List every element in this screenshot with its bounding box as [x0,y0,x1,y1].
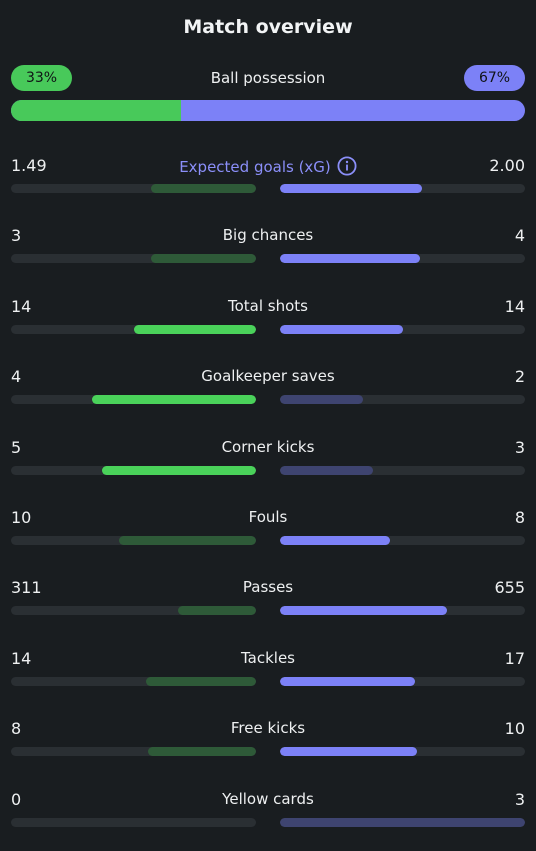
away-stat-value: 17 [504,649,525,668]
home-stat-value: 5 [11,438,22,457]
home-stat-bar [11,606,256,615]
ball-possession-label: Ball possession [210,69,326,87]
stat-name-label: Big chances [222,226,314,244]
home-stat-bar-fill [150,254,256,263]
home-stat-value: 14 [11,297,32,316]
home-stat-bar [11,254,256,263]
away-stat-bar-fill [280,606,447,615]
away-stat-bar-fill [280,184,423,193]
stat-name: Goalkeeper saves [11,367,525,385]
home-stat-value: 1.49 [11,156,47,175]
home-stat-bar-fill [148,747,256,756]
stat-name: Tackles [11,649,525,667]
stat-row: 5 Corner kicks 3 [11,438,525,478]
home-stat-value: 3 [11,226,22,245]
away-stat-value: 3 [514,438,525,457]
stat-name-label: Goalkeeper saves [201,367,335,385]
home-possession-badge: 33% [11,65,72,91]
stat-name-label: Expected goals (xG) [179,158,331,176]
stat-row: 3 Big chances 4 [11,226,525,266]
home-stat-bar [11,395,256,404]
stat-name-label: Yellow cards [222,790,314,808]
stat-row: 4 Goalkeeper saves 2 [11,367,525,407]
away-stat-bar [280,254,525,263]
stat-name[interactable]: Expected goals (xG) [11,156,525,176]
home-stat-value: 10 [11,508,32,527]
stat-row: 14 Total shots 14 [11,297,525,337]
away-stat-bar-fill [280,466,374,475]
away-stat-value: 14 [504,297,525,316]
home-possession-fill [11,100,181,121]
stat-name-label: Tackles [240,649,296,667]
ball-possession-row: 33% Ball possession 67% [11,65,525,91]
home-stat-bar [11,536,256,545]
away-stat-value: 3 [514,790,525,809]
away-stat-bar [280,466,525,475]
away-stat-bar [280,677,525,686]
away-stat-bar [280,818,525,827]
stat-name-label: Corner kicks [221,438,315,456]
away-stat-bar [280,747,525,756]
home-stat-bar-fill [177,606,256,615]
home-stat-bar-fill [150,184,256,193]
home-stat-value: 8 [11,719,22,738]
away-stat-bar [280,184,525,193]
home-stat-value: 4 [11,367,22,386]
stat-name: Passes [11,578,525,596]
home-stat-bar-fill [101,466,256,475]
away-stat-bar [280,606,525,615]
stat-name-label: Total shots [228,297,308,315]
away-stat-bar-fill [280,395,364,404]
away-stat-bar-fill [280,254,420,263]
home-stat-bar-fill [91,395,256,404]
stat-row: 0 Yellow cards 3 [11,790,525,830]
home-stat-bar-fill [145,677,256,686]
page-title: Match overview [183,16,353,38]
home-stat-bar [11,466,256,475]
away-stat-bar [280,536,525,545]
away-stat-value: 2.00 [489,156,525,175]
stat-name: Yellow cards [11,790,525,808]
away-stat-value: 10 [504,719,525,738]
stat-name: Total shots [11,297,525,315]
stat-name-label: Free kicks [230,719,306,737]
away-stat-value: 655 [494,578,525,597]
home-stat-value: 14 [11,649,32,668]
away-stat-bar [280,395,525,404]
possession-bar [11,100,525,121]
home-stat-bar [11,818,256,827]
away-stat-bar-fill [280,747,418,756]
stat-name: Free kicks [11,719,525,737]
stat-name: Fouls [11,508,525,526]
stat-row: 311 Passes 655 [11,578,525,618]
stat-name-label: Fouls [248,508,288,526]
home-stat-bar [11,184,256,193]
stat-row: 8 Free kicks 10 [11,719,525,759]
away-stat-bar-fill [280,325,403,334]
home-stat-bar [11,747,256,756]
away-stat-bar-fill [280,536,391,545]
stat-name: Big chances [11,226,525,244]
away-stat-value: 4 [514,226,525,245]
home-stat-bar-fill [133,325,256,334]
stat-name: Corner kicks [11,438,525,456]
home-stat-value: 311 [11,578,42,597]
stat-row: 14 Tackles 17 [11,649,525,689]
away-stat-bar-fill [280,818,525,827]
away-stat-bar [280,325,525,334]
stat-row: 10 Fouls 8 [11,508,525,548]
home-stat-bar-fill [118,536,256,545]
away-stat-bar-fill [280,677,415,686]
home-stat-bar [11,325,256,334]
away-possession-badge: 67% [464,65,525,91]
stat-row: 1.49 Expected goals (xG) 2.00 [11,156,525,196]
away-stat-value: 2 [514,367,525,386]
home-stat-value: 0 [11,790,22,809]
home-stat-bar [11,677,256,686]
away-stat-value: 8 [514,508,525,527]
stat-name-label: Passes [242,578,294,596]
info-circle-icon[interactable] [337,156,357,176]
